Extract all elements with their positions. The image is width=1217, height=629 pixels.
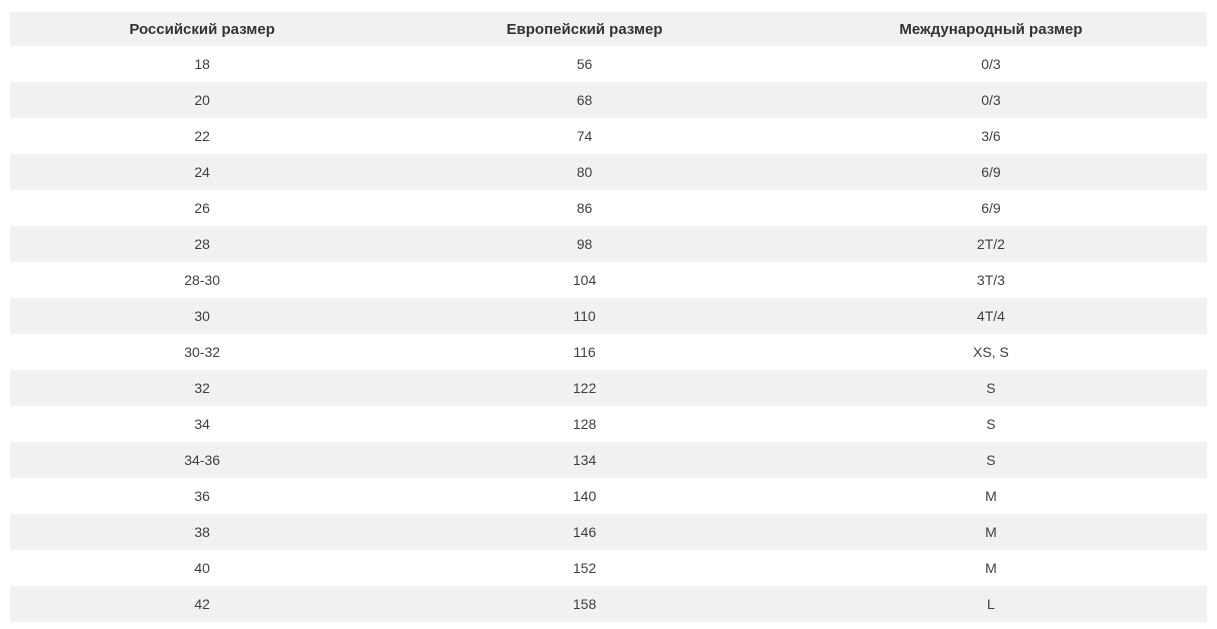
table-cell: 116: [573, 344, 596, 360]
table-cell: 6/9: [981, 164, 1001, 180]
table-cell: 146: [572, 524, 597, 540]
table-row: 22 74 3/6: [10, 118, 1207, 154]
table-cell: 110: [573, 308, 596, 324]
table-cell: 24: [194, 164, 210, 180]
table-row: 42 158 L: [10, 586, 1207, 622]
table-row: 36 140 M: [10, 478, 1207, 514]
table-row: 26 86 6/9: [10, 190, 1207, 226]
table-cell: 140: [572, 488, 597, 504]
table-cell: XS, S: [973, 344, 1009, 360]
table-cell: M: [985, 524, 997, 540]
table-cell: 0/3: [981, 56, 1001, 72]
table-cell: 20: [194, 92, 210, 108]
table-cell: M: [985, 560, 997, 576]
table-cell: 134: [572, 452, 597, 468]
table-cell: 74: [576, 128, 593, 144]
table-body: 18 56 0/3 20 68 0/3 22 74 3/6 24 80 6/9 26 86 6/9 28 98 2…: [10, 46, 1207, 622]
table-cell: 30-32: [184, 344, 221, 360]
table-cell: 6/9: [981, 200, 1001, 216]
table-row: 20 68 0/3: [10, 82, 1207, 118]
table-row: 24 80 6/9: [10, 154, 1207, 190]
table-cell: 3/6: [981, 128, 1001, 144]
table-cell: 22: [194, 128, 210, 144]
table-cell: 36: [194, 488, 210, 504]
table-cell: 26: [194, 200, 210, 216]
table-row: 28 98 2T/2: [10, 226, 1207, 262]
table-cell: 86: [576, 200, 593, 216]
table-row: 40 152 M: [10, 550, 1207, 586]
table-cell: 0/3: [981, 92, 1001, 108]
table-cell: 158: [572, 596, 597, 612]
table-cell: 122: [572, 380, 597, 396]
table-row: 38 146 M: [10, 514, 1207, 550]
table-cell: 98: [576, 236, 593, 252]
table-cell: 18: [194, 56, 210, 72]
table-row: 34-36 134 S: [10, 442, 1207, 478]
table-cell: 40: [194, 560, 210, 576]
column-header-european-size: Европейский размер: [394, 12, 775, 46]
header-row: Российский размер Европейский размер Меж…: [10, 12, 1207, 46]
table-cell: 68: [576, 92, 593, 108]
table-row: 30 110 4T/4: [10, 298, 1207, 334]
table-cell: L: [987, 596, 995, 612]
table-cell: 42: [194, 596, 210, 612]
table-cell: S: [986, 452, 996, 468]
table-cell: S: [986, 380, 996, 396]
table-cell: 128: [572, 416, 597, 432]
table-cell: 38: [194, 524, 210, 540]
table-cell: 80: [576, 164, 593, 180]
size-conversion-table: Российский размер Европейский размер Меж…: [10, 12, 1207, 622]
table-cell: 104: [572, 272, 597, 288]
table-cell: 56: [576, 56, 593, 72]
table-cell: 30: [194, 308, 210, 324]
column-header-international-size: Международный размер: [774, 12, 1207, 46]
table-cell: M: [985, 488, 997, 504]
table-row: 32 122 S: [10, 370, 1207, 406]
table-cell: 152: [572, 560, 597, 576]
table-row: 18 56 0/3: [10, 46, 1207, 82]
table-row: 30-32 116 XS, S: [10, 334, 1207, 370]
table-cell: 4T/4: [976, 308, 1005, 324]
column-header-russian-size: Российский размер: [10, 12, 395, 46]
table-header: Российский размер Европейский размер Меж…: [10, 12, 1207, 46]
table-cell: 34: [194, 416, 210, 432]
table-cell: 28-30: [184, 272, 221, 288]
table-cell: 28: [194, 236, 210, 252]
table-cell: 2T/2: [976, 236, 1005, 252]
table-cell: 3T/3: [976, 272, 1005, 288]
table-cell: 34-36: [184, 452, 221, 468]
table-row: 34 128 S: [10, 406, 1207, 442]
table-row: 28-30 104 3T/3: [10, 262, 1207, 298]
table-cell: S: [986, 416, 996, 432]
table-cell: 32: [194, 380, 210, 396]
